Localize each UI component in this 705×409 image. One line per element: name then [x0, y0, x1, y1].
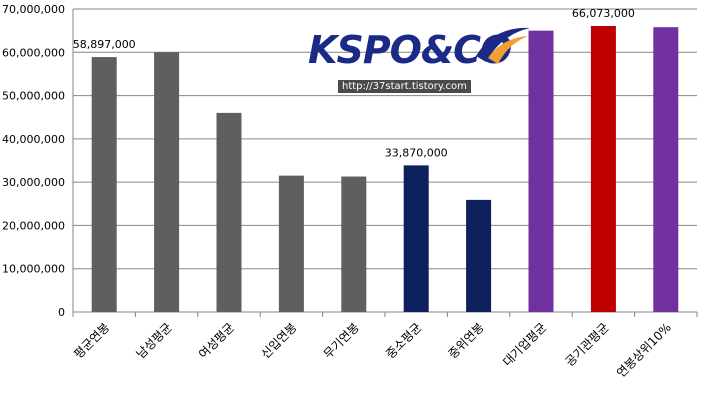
bar: [653, 27, 679, 313]
bar: [590, 25, 616, 313]
category-label: 무기연봉: [321, 320, 362, 361]
y-tick-label: 20,000,000: [2, 219, 65, 232]
category-label: 중소평균: [383, 320, 424, 361]
bar: [466, 199, 492, 312]
y-tick-label: 70,000,000: [2, 3, 65, 16]
y-tick-label: 30,000,000: [2, 176, 65, 189]
data-label: 33,870,000: [385, 146, 448, 159]
y-tick-label: 60,000,000: [2, 46, 65, 59]
bar: [154, 52, 180, 313]
bar: [216, 112, 242, 312]
bar: [278, 175, 304, 312]
category-label: 여성평균: [196, 320, 237, 361]
y-tick-label: 40,000,000: [2, 133, 65, 146]
category-label: 중위연봉: [446, 320, 487, 361]
category-label: 공기관평균: [563, 320, 612, 369]
bar: [91, 57, 117, 313]
logo-brand-text: KSPO&CO: [308, 28, 512, 72]
category-label: 신입연봉: [258, 320, 299, 361]
category-label: 남성평균: [134, 320, 175, 361]
logo-url-text: http://37start.tistory.com: [338, 80, 471, 93]
y-tick-label: 50,000,000: [2, 90, 65, 103]
data-label: 66,073,000: [572, 7, 635, 20]
category-label: 대기업평균: [500, 320, 549, 369]
logo-swoosh-icon: [476, 27, 530, 64]
bar: [403, 165, 429, 312]
data-label: 58,897,000: [73, 38, 136, 51]
category-label: 연봉상위10%: [614, 320, 674, 380]
bar: [341, 176, 367, 312]
y-tick-label: 10,000,000: [2, 263, 65, 276]
kspo-logo: KSPO&CO http://37start.tistory.com: [300, 22, 530, 98]
category-label: 평균연봉: [71, 320, 112, 361]
y-tick-label: 0: [58, 306, 65, 319]
bar: [528, 30, 554, 313]
